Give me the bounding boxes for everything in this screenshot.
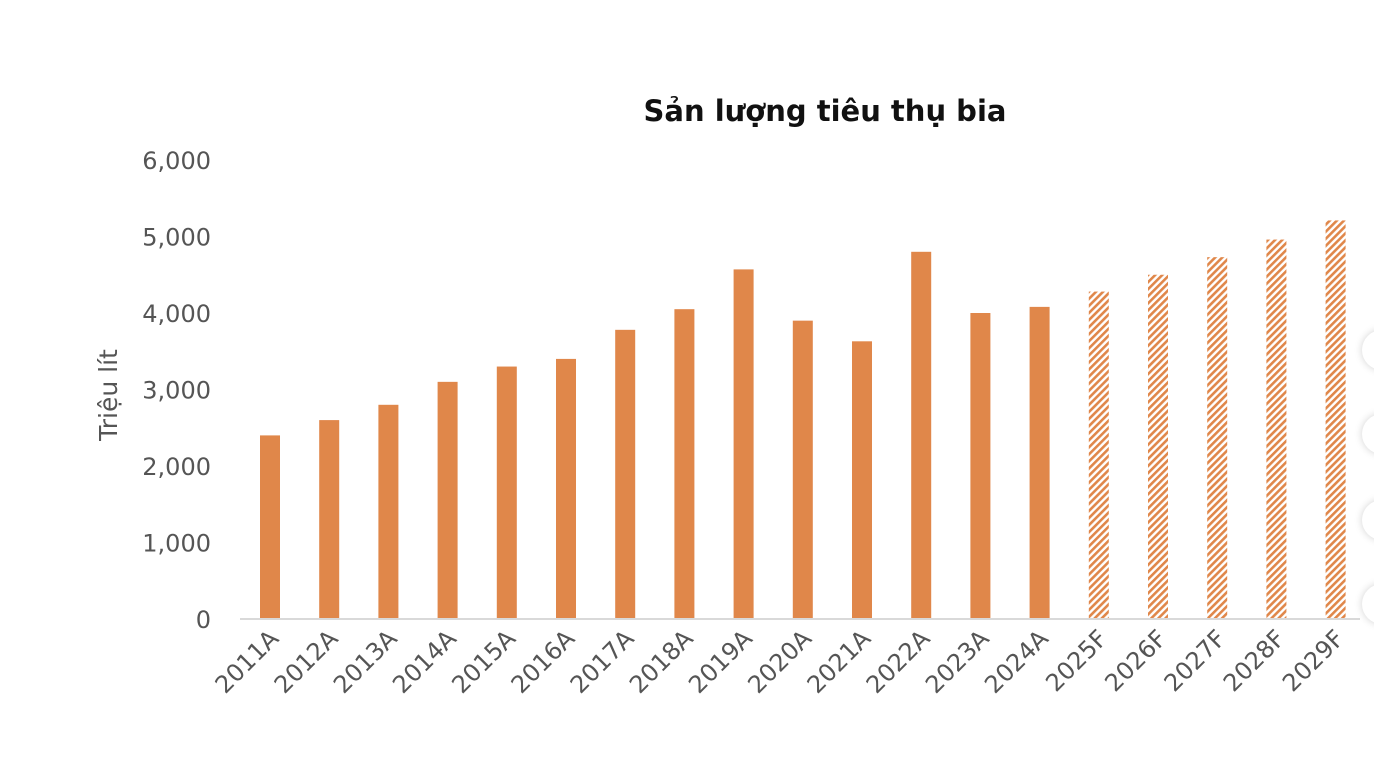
bar [970,313,991,619]
x-tick-label: 2019A [683,624,758,699]
forecast-bar [1325,220,1346,619]
x-tick-label: 2016A [506,624,581,699]
x-tick-label: 2024A [979,624,1054,699]
y-tick-label: 4,000 [142,300,211,328]
x-tick-label: 2013A [328,624,403,699]
x-tick-label: 2028F [1218,624,1291,697]
forecast-bar [1088,291,1109,619]
x-tick-label: 2012A [269,624,344,699]
y-axis-ticks: 0 1,000 2,000 3,000 4,000 5,000 6,000 [142,147,211,634]
bar [1029,306,1050,619]
forecast-bar [1148,274,1168,619]
bar [615,329,636,619]
x-tick-label: 2014A [387,624,462,699]
y-tick-label: 1,000 [142,530,211,558]
x-axis-ticks: 2011A2012A2013A2014A2015A2016A2017A2018A… [210,624,1350,699]
x-tick-label: 2017A [565,624,640,699]
x-tick-label: 2029F [1277,624,1350,697]
bar [319,420,340,619]
forecast-bar [1207,257,1228,619]
x-tick-label: 2025F [1040,624,1113,697]
y-tick-label: 6,000 [142,147,211,175]
bar [792,320,813,619]
chart-title: Sản lượng tiêu thụ bia [644,94,1007,128]
y-tick-label: 2,000 [142,453,211,481]
bar [260,435,280,619]
forecast-bar [1266,239,1287,619]
bar [437,381,458,619]
x-tick-label: 2020A [742,624,817,699]
y-tick-label: 3,000 [142,377,211,405]
bar [556,358,576,619]
side-widget-button-4[interactable] [1362,584,1374,624]
bar [674,309,695,619]
side-widget-button-2[interactable] [1362,414,1374,454]
x-tick-label: 2022A [861,624,936,699]
x-tick-label: 2026F [1099,624,1172,697]
bar [911,251,932,620]
x-tick-label: 2011A [210,624,285,699]
bar [733,269,754,619]
y-tick-label: 5,000 [142,224,211,252]
bar [378,404,399,619]
x-tick-label: 2023A [920,624,995,699]
side-widget-button-1[interactable] [1362,330,1374,370]
x-tick-label: 2027F [1159,624,1232,697]
side-widget-button-3[interactable] [1362,500,1374,540]
x-tick-label: 2015A [446,624,521,699]
x-tick-label: 2021A [802,624,877,699]
bar [496,366,517,619]
bars [260,220,1346,620]
x-tick-label: 2018A [624,624,699,699]
y-tick-label: 0 [196,606,211,634]
bar [852,341,872,619]
y-axis-label: Triệu lít [94,349,123,442]
